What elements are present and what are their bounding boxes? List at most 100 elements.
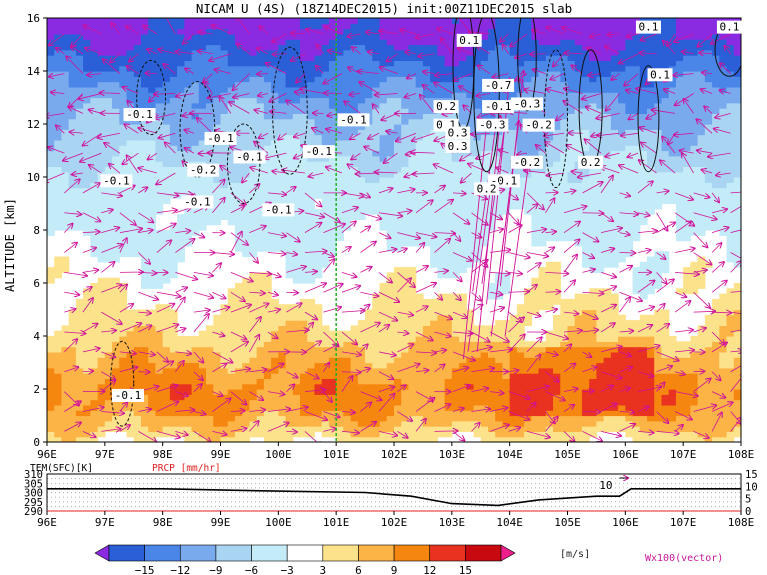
- wind-cell: [112, 378, 120, 385]
- wind-cell: [516, 346, 525, 353]
- wind-cell: [379, 399, 388, 406]
- wind-cell: [148, 18, 157, 24]
- wind-cell: [285, 124, 294, 130]
- wind-cell: [372, 39, 381, 46]
- wind-cell: [408, 113, 417, 120]
- wind-cell: [256, 240, 265, 247]
- wind-cell: [227, 198, 236, 205]
- wind-cell: [220, 383, 229, 390]
- wind-cell: [198, 139, 207, 146]
- wind-cell: [408, 60, 417, 67]
- wind-cell: [531, 86, 540, 93]
- wind-cell: [263, 325, 272, 332]
- wind-cell: [300, 76, 308, 83]
- wind-cell: [83, 346, 91, 353]
- wind-cell: [249, 171, 258, 178]
- wind-cell: [314, 18, 323, 24]
- wind-cell: [560, 351, 569, 358]
- wind-cell: [263, 357, 272, 364]
- wind-cell: [545, 362, 554, 369]
- wind-cell: [61, 426, 70, 432]
- wind-cell: [444, 219, 453, 226]
- wind-cell: [112, 203, 120, 210]
- wind-cell: [68, 155, 77, 162]
- wind-cell: [285, 351, 294, 358]
- wind-cell: [379, 129, 388, 136]
- wind-cell: [234, 108, 243, 114]
- wind-cell: [249, 219, 258, 226]
- wind-cell: [263, 283, 272, 289]
- wind-cell: [466, 351, 475, 358]
- wind-cell: [394, 426, 402, 432]
- wind-cell: [112, 346, 120, 353]
- wind-cell: [292, 304, 301, 311]
- wind-cell: [357, 320, 366, 326]
- wind-cell: [206, 373, 214, 379]
- wind-cell: [509, 139, 518, 146]
- wind-cell: [365, 65, 373, 72]
- wind-cell: [350, 145, 359, 152]
- wind-cell: [119, 309, 128, 316]
- wind-cell: [307, 394, 316, 401]
- wind-cell: [553, 267, 561, 273]
- wind-cell: [54, 139, 63, 146]
- wind-cell: [292, 102, 301, 109]
- wind-cell: [61, 108, 70, 114]
- wind-cell: [430, 177, 438, 183]
- wind-cell: [495, 208, 504, 215]
- wind-cell: [83, 81, 91, 88]
- wind-cell: [553, 145, 561, 152]
- wind-cell: [97, 235, 106, 242]
- wind-cell: [234, 86, 243, 93]
- wind-cell: [278, 304, 287, 311]
- wind-cell: [386, 81, 395, 88]
- wind-cell: [162, 230, 171, 236]
- wind-cell: [68, 145, 77, 152]
- wind-cell: [68, 431, 77, 438]
- wind-cell: [206, 378, 214, 385]
- wind-cell: [90, 81, 99, 88]
- wind-cell: [524, 341, 532, 348]
- wind-cell: [47, 203, 55, 210]
- wind-cell: [112, 314, 120, 321]
- wind-cell: [415, 399, 424, 406]
- wind-cell: [198, 71, 207, 77]
- wind-cell: [480, 129, 489, 136]
- wind-cell: [321, 410, 330, 417]
- wind-cell: [466, 124, 475, 130]
- wind-cell: [140, 235, 149, 242]
- wind-cell: [75, 182, 84, 189]
- wind-cell: [155, 415, 164, 422]
- wind-cell: [292, 330, 301, 337]
- wind-cell: [437, 245, 446, 252]
- wind-cell: [83, 415, 91, 422]
- wind-cell: [509, 187, 518, 194]
- wind-cell: [300, 235, 308, 242]
- wind-cell: [531, 235, 540, 242]
- wind-cell: [112, 65, 120, 72]
- wind-cell: [401, 71, 410, 77]
- wind-cell: [47, 214, 55, 220]
- wind-cell: [307, 426, 316, 432]
- wind-cell: [54, 60, 63, 67]
- wind-cell: [83, 341, 91, 348]
- wind-cell: [227, 320, 236, 326]
- wind-cell: [54, 71, 63, 77]
- wind-cell: [350, 60, 359, 67]
- wind-cell: [314, 267, 323, 273]
- wind-cell: [140, 378, 149, 385]
- wind-cell: [480, 351, 489, 358]
- wind-cell: [169, 267, 178, 273]
- wind-cell: [271, 102, 279, 109]
- wind-cell: [285, 166, 294, 173]
- wind-cell: [372, 177, 381, 183]
- wind-cell: [47, 102, 55, 109]
- wind-cell: [415, 118, 424, 125]
- wind-cell: [140, 346, 149, 353]
- wind-cell: [206, 346, 214, 353]
- wind-cell: [47, 81, 55, 88]
- wind-cell: [437, 410, 446, 417]
- wind-cell: [249, 108, 258, 114]
- wind-cell: [365, 431, 373, 438]
- wind-cell: [524, 76, 532, 83]
